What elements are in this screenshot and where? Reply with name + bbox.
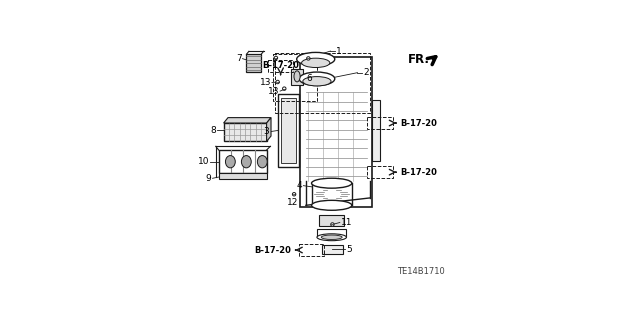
- Text: 8: 8: [211, 126, 216, 135]
- Text: 10: 10: [198, 157, 209, 166]
- Ellipse shape: [297, 52, 335, 66]
- Text: 11: 11: [340, 218, 352, 227]
- Bar: [278, 93, 298, 167]
- Text: B-17-20: B-17-20: [401, 119, 437, 128]
- Bar: [282, 98, 296, 163]
- Bar: [298, 244, 324, 256]
- Ellipse shape: [294, 71, 300, 82]
- Ellipse shape: [312, 200, 352, 210]
- Ellipse shape: [225, 156, 236, 168]
- Ellipse shape: [312, 178, 352, 188]
- Bar: [300, 57, 372, 206]
- Circle shape: [274, 56, 278, 60]
- Circle shape: [292, 193, 296, 196]
- Text: 5: 5: [346, 245, 352, 254]
- Text: 7: 7: [236, 54, 241, 63]
- Bar: [275, 53, 371, 113]
- Bar: [219, 150, 267, 174]
- Bar: [372, 100, 380, 161]
- Circle shape: [282, 87, 286, 90]
- Text: B-17-20: B-17-20: [262, 61, 299, 70]
- Text: 1: 1: [336, 47, 342, 56]
- Text: 4: 4: [297, 181, 303, 190]
- Bar: [219, 174, 267, 179]
- Text: 3: 3: [263, 127, 269, 136]
- Ellipse shape: [303, 77, 331, 86]
- Text: FR.: FR.: [408, 53, 430, 66]
- Bar: [268, 60, 294, 72]
- Text: 2: 2: [363, 68, 369, 77]
- Ellipse shape: [317, 234, 346, 241]
- Circle shape: [331, 223, 334, 226]
- Bar: [367, 117, 393, 129]
- Polygon shape: [267, 118, 271, 141]
- Bar: [273, 54, 317, 101]
- Bar: [317, 229, 346, 237]
- Text: 6: 6: [306, 74, 312, 83]
- Bar: [319, 215, 344, 226]
- Bar: [322, 245, 343, 254]
- Bar: [291, 69, 303, 85]
- Bar: [367, 166, 393, 178]
- Text: 9: 9: [206, 174, 212, 183]
- Ellipse shape: [301, 58, 330, 68]
- Ellipse shape: [299, 72, 335, 85]
- Bar: [246, 54, 261, 72]
- Text: B-17-20: B-17-20: [401, 168, 437, 177]
- Text: B-17-20: B-17-20: [254, 246, 291, 255]
- Circle shape: [307, 57, 310, 60]
- Ellipse shape: [321, 235, 342, 240]
- Text: 12: 12: [287, 198, 298, 207]
- Bar: [223, 123, 267, 141]
- Text: 13: 13: [259, 78, 271, 87]
- Text: TE14B1710: TE14B1710: [397, 267, 445, 276]
- Ellipse shape: [257, 156, 268, 168]
- Text: 13: 13: [268, 86, 279, 96]
- Circle shape: [276, 80, 280, 84]
- Ellipse shape: [241, 156, 252, 168]
- Polygon shape: [223, 118, 271, 123]
